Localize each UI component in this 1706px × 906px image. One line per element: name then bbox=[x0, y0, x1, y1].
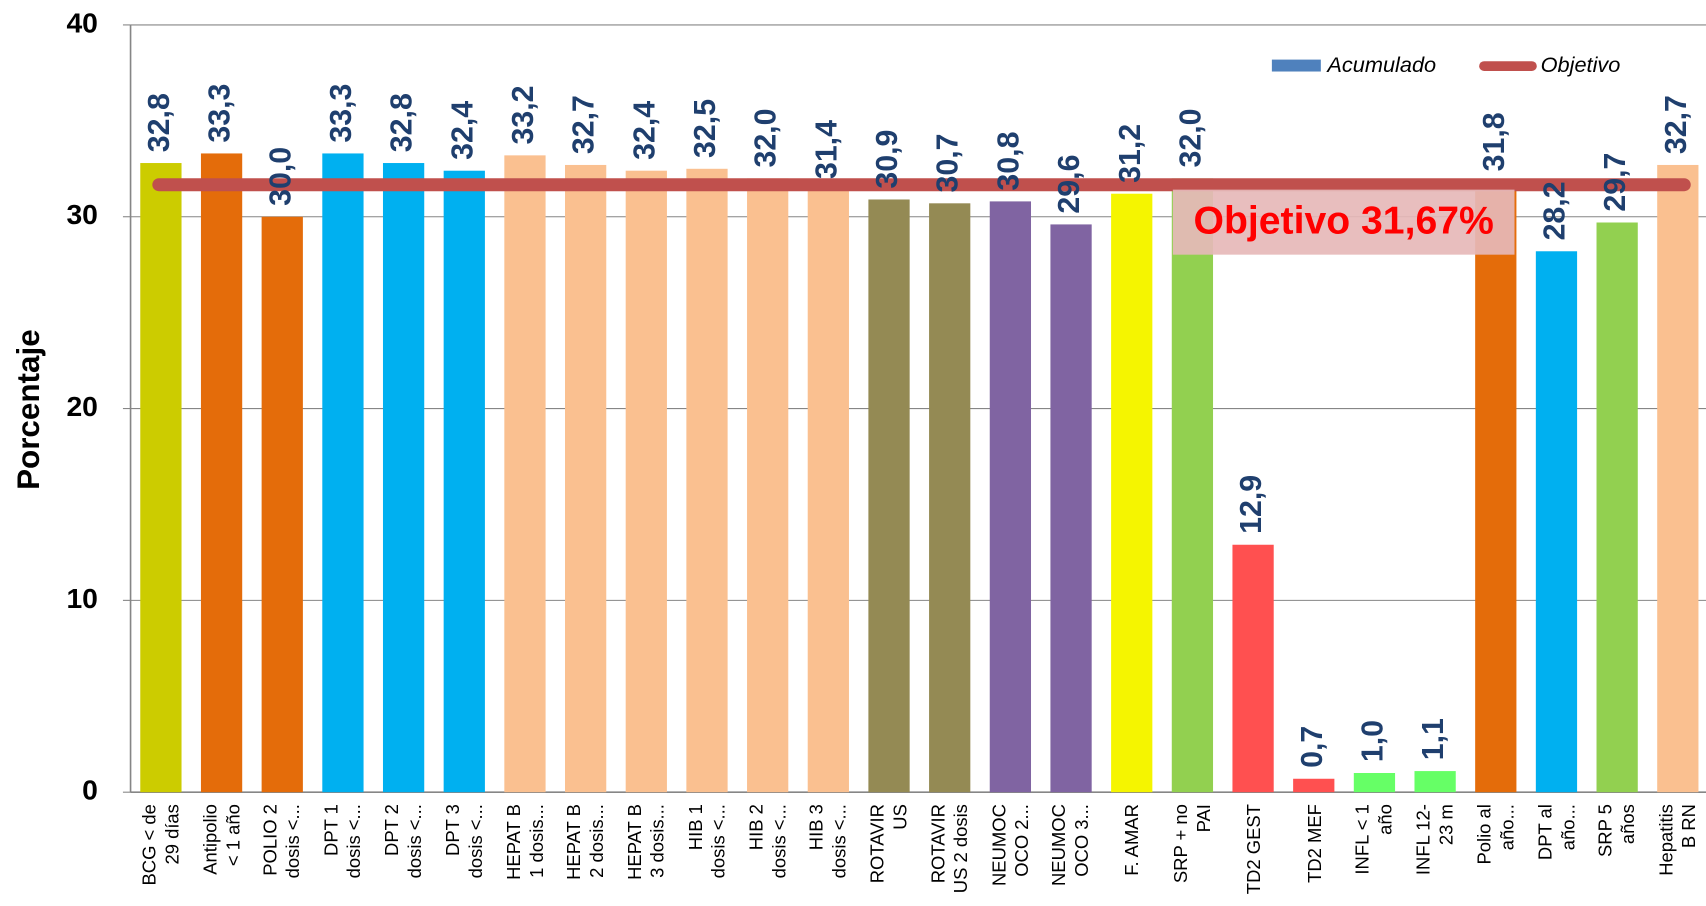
bar bbox=[747, 178, 789, 793]
x-tick-label: NEUMOC OCO 2... bbox=[988, 804, 1033, 886]
bar bbox=[504, 155, 546, 793]
bar bbox=[1414, 771, 1456, 793]
bar bbox=[868, 199, 910, 793]
value-label: 33,2 bbox=[506, 85, 540, 144]
x-tick-label: DPT al año... bbox=[1534, 804, 1579, 861]
value-label: 32,0 bbox=[749, 109, 783, 168]
value-label: 33,3 bbox=[324, 84, 358, 143]
x-tick-label: ROTAVIR US bbox=[867, 804, 911, 884]
y-tick-label: 30 bbox=[66, 198, 97, 230]
legend-swatch bbox=[1271, 59, 1321, 72]
value-label: 29,7 bbox=[1598, 153, 1632, 212]
value-label: 31,4 bbox=[809, 120, 843, 179]
y-tick-label: 40 bbox=[66, 6, 97, 38]
bar bbox=[807, 189, 849, 793]
x-tick-label: Hepatitis B RN bbox=[1656, 804, 1700, 876]
bar bbox=[200, 153, 243, 793]
bar bbox=[1293, 778, 1335, 793]
bar bbox=[1353, 773, 1396, 793]
x-tick-label: ROTAVIR US 2 dosis bbox=[927, 804, 972, 894]
value-label: 31,2 bbox=[1113, 124, 1147, 183]
x-tick-label: Polio al año... bbox=[1474, 804, 1518, 865]
value-label: 32,8 bbox=[385, 93, 419, 152]
value-label: 30,0 bbox=[263, 147, 297, 206]
bar bbox=[1596, 222, 1638, 793]
x-tick-label: INFL < 1 año bbox=[1352, 804, 1397, 875]
bar bbox=[989, 201, 1032, 793]
bar bbox=[322, 153, 364, 793]
value-label: 33,3 bbox=[203, 84, 237, 143]
value-label: 0,7 bbox=[1295, 726, 1329, 768]
x-tick-label: HIB 1 dosis <... bbox=[685, 804, 729, 879]
bar bbox=[1657, 164, 1699, 793]
annotation: Objetivo 31,67% bbox=[1194, 200, 1494, 243]
x-tick-label: DPT 3 dosis <... bbox=[442, 804, 487, 879]
x-tick-label: HIB 3 dosis <... bbox=[806, 804, 851, 879]
x-tick-label: NEUMOC OCO 3... bbox=[1049, 804, 1093, 886]
value-label: 30,9 bbox=[870, 130, 904, 189]
bar bbox=[443, 170, 485, 793]
bar bbox=[1050, 224, 1092, 793]
value-label: 31,8 bbox=[1477, 112, 1511, 171]
x-tick-label: Antipolio < 1 año bbox=[199, 804, 244, 875]
x-tick-label: SRP 5 años bbox=[1595, 804, 1639, 858]
bar bbox=[625, 170, 667, 793]
annotation-box bbox=[1172, 189, 1515, 255]
bar bbox=[1475, 182, 1517, 793]
bar bbox=[382, 163, 425, 793]
value-label: 32,7 bbox=[567, 95, 601, 154]
x-tick-label: F. AMAR bbox=[1121, 804, 1143, 876]
bar bbox=[261, 216, 303, 793]
y-axis-label: Porcentaje bbox=[11, 329, 46, 490]
value-label: 32,0 bbox=[1173, 109, 1207, 168]
x-tick-label: HEPAT B 3 dosis... bbox=[624, 804, 669, 880]
value-label: 32,5 bbox=[688, 99, 722, 158]
x-tick-label: TD2 GEST bbox=[1242, 804, 1264, 895]
value-label: 32,4 bbox=[627, 101, 661, 160]
value-label: 32,4 bbox=[445, 101, 479, 160]
value-label: 30,8 bbox=[991, 132, 1025, 191]
value-label: 32,8 bbox=[142, 93, 176, 152]
x-tick-label: HEPAT B 2 dosis... bbox=[563, 804, 608, 880]
x-tick-label: DPT 1 dosis <... bbox=[321, 804, 365, 879]
value-label: 12,9 bbox=[1234, 475, 1268, 534]
x-tick-label: SRP + no PAI bbox=[1170, 804, 1215, 884]
x-tick-label: INFL 12- 23 m bbox=[1413, 804, 1457, 876]
bar bbox=[1171, 178, 1214, 793]
value-label: 1,0 bbox=[1355, 720, 1389, 762]
x-tick-label: BCG < de 29 días bbox=[139, 804, 183, 886]
legend-label: Objetivo bbox=[1541, 52, 1621, 77]
bar bbox=[1535, 251, 1578, 793]
x-tick-label: HIB 2 dosis <... bbox=[745, 804, 790, 879]
value-label: 30,7 bbox=[931, 133, 965, 192]
bar bbox=[929, 203, 971, 793]
value-label: 1,1 bbox=[1416, 718, 1450, 760]
x-tick-label: TD2 MEF bbox=[1303, 804, 1325, 883]
value-label: 28,2 bbox=[1537, 181, 1571, 240]
value-label: 29,6 bbox=[1052, 155, 1086, 214]
bar bbox=[1232, 544, 1274, 793]
bar bbox=[686, 168, 728, 793]
x-tick-label: POLIO 2 dosis <... bbox=[260, 804, 305, 879]
y-tick-label: 10 bbox=[66, 582, 97, 614]
x-tick-label: DPT 2 dosis <... bbox=[381, 804, 426, 879]
bar bbox=[1111, 193, 1153, 793]
y-tick-label: 0 bbox=[82, 774, 98, 806]
legend-label: Acumulado bbox=[1325, 52, 1436, 77]
x-tick-label: HEPAT B 1 dosis... bbox=[503, 804, 547, 880]
y-tick-label: 20 bbox=[66, 390, 97, 422]
bar bbox=[140, 163, 182, 793]
bar bbox=[565, 164, 607, 793]
value-label: 32,7 bbox=[1659, 95, 1693, 154]
